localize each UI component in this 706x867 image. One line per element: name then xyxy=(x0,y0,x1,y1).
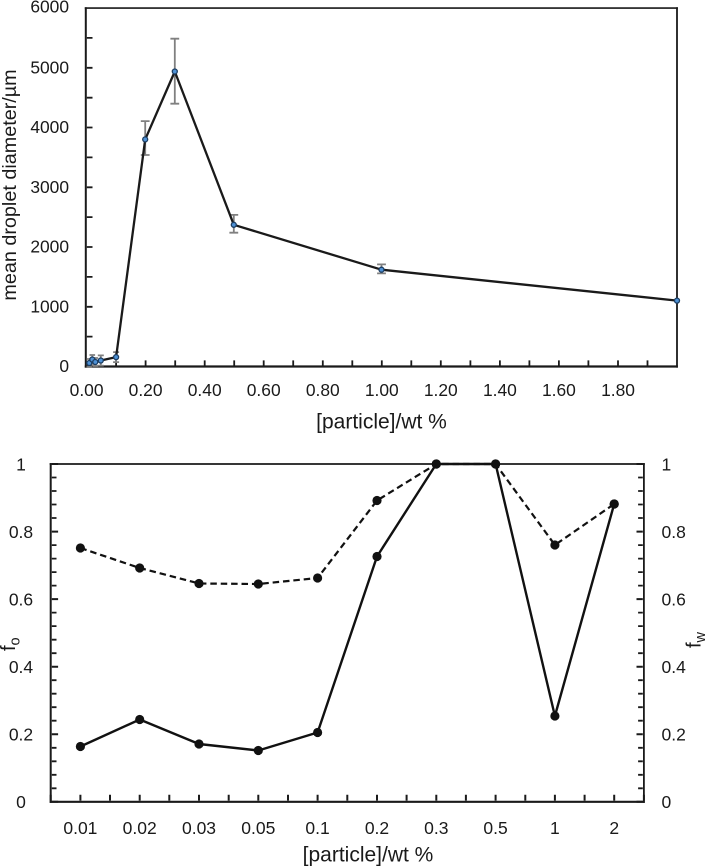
svg-text:0.20: 0.20 xyxy=(129,380,163,400)
svg-text:0.2: 0.2 xyxy=(9,725,33,745)
svg-text:1: 1 xyxy=(16,454,26,474)
svg-text:0.05: 0.05 xyxy=(241,818,275,838)
svg-text:0.6: 0.6 xyxy=(9,590,33,610)
svg-text:0.1: 0.1 xyxy=(305,818,329,838)
svg-text:1: 1 xyxy=(662,454,672,474)
svg-text:0.4: 0.4 xyxy=(662,657,687,677)
svg-text:mean droplet diameter/µm: mean droplet diameter/µm xyxy=(0,69,21,300)
svg-text:6000: 6000 xyxy=(30,0,69,17)
svg-text:0.80: 0.80 xyxy=(306,380,340,400)
svg-text:1: 1 xyxy=(550,818,560,838)
svg-text:0.5: 0.5 xyxy=(483,818,507,838)
svg-text:0.2: 0.2 xyxy=(662,725,686,745)
svg-text:0.4: 0.4 xyxy=(9,657,34,677)
svg-text:0.2: 0.2 xyxy=(365,818,389,838)
svg-text:1.20: 1.20 xyxy=(424,380,458,400)
svg-text:0.02: 0.02 xyxy=(123,818,157,838)
svg-text:0.03: 0.03 xyxy=(182,818,216,838)
svg-text:1.40: 1.40 xyxy=(483,380,517,400)
svg-text:[particle]/wt %: [particle]/wt % xyxy=(303,844,434,867)
svg-text:1.80: 1.80 xyxy=(601,380,635,400)
svg-text:1.60: 1.60 xyxy=(542,380,576,400)
svg-text:0.8: 0.8 xyxy=(9,522,33,542)
svg-text:0: 0 xyxy=(662,792,672,812)
svg-text:0.6: 0.6 xyxy=(662,590,686,610)
svg-text:1000: 1000 xyxy=(30,297,69,317)
svg-text:0.00: 0.00 xyxy=(70,380,104,400)
svg-text:0: 0 xyxy=(59,356,69,376)
svg-text:2: 2 xyxy=(609,818,619,838)
svg-text:3000: 3000 xyxy=(30,177,69,197)
svg-text:0: 0 xyxy=(16,792,26,812)
svg-text:0.3: 0.3 xyxy=(424,818,448,838)
svg-text:0.40: 0.40 xyxy=(188,380,222,400)
svg-text:0.8: 0.8 xyxy=(662,522,686,542)
svg-text:1.00: 1.00 xyxy=(365,380,399,400)
svg-text:2000: 2000 xyxy=(30,237,69,257)
svg-text:4000: 4000 xyxy=(30,117,69,137)
svg-text:0.60: 0.60 xyxy=(247,380,281,400)
svg-text:5000: 5000 xyxy=(30,58,69,78)
svg-text:0.01: 0.01 xyxy=(63,818,97,838)
svg-text:[particle]/wt %: [particle]/wt % xyxy=(316,411,447,434)
